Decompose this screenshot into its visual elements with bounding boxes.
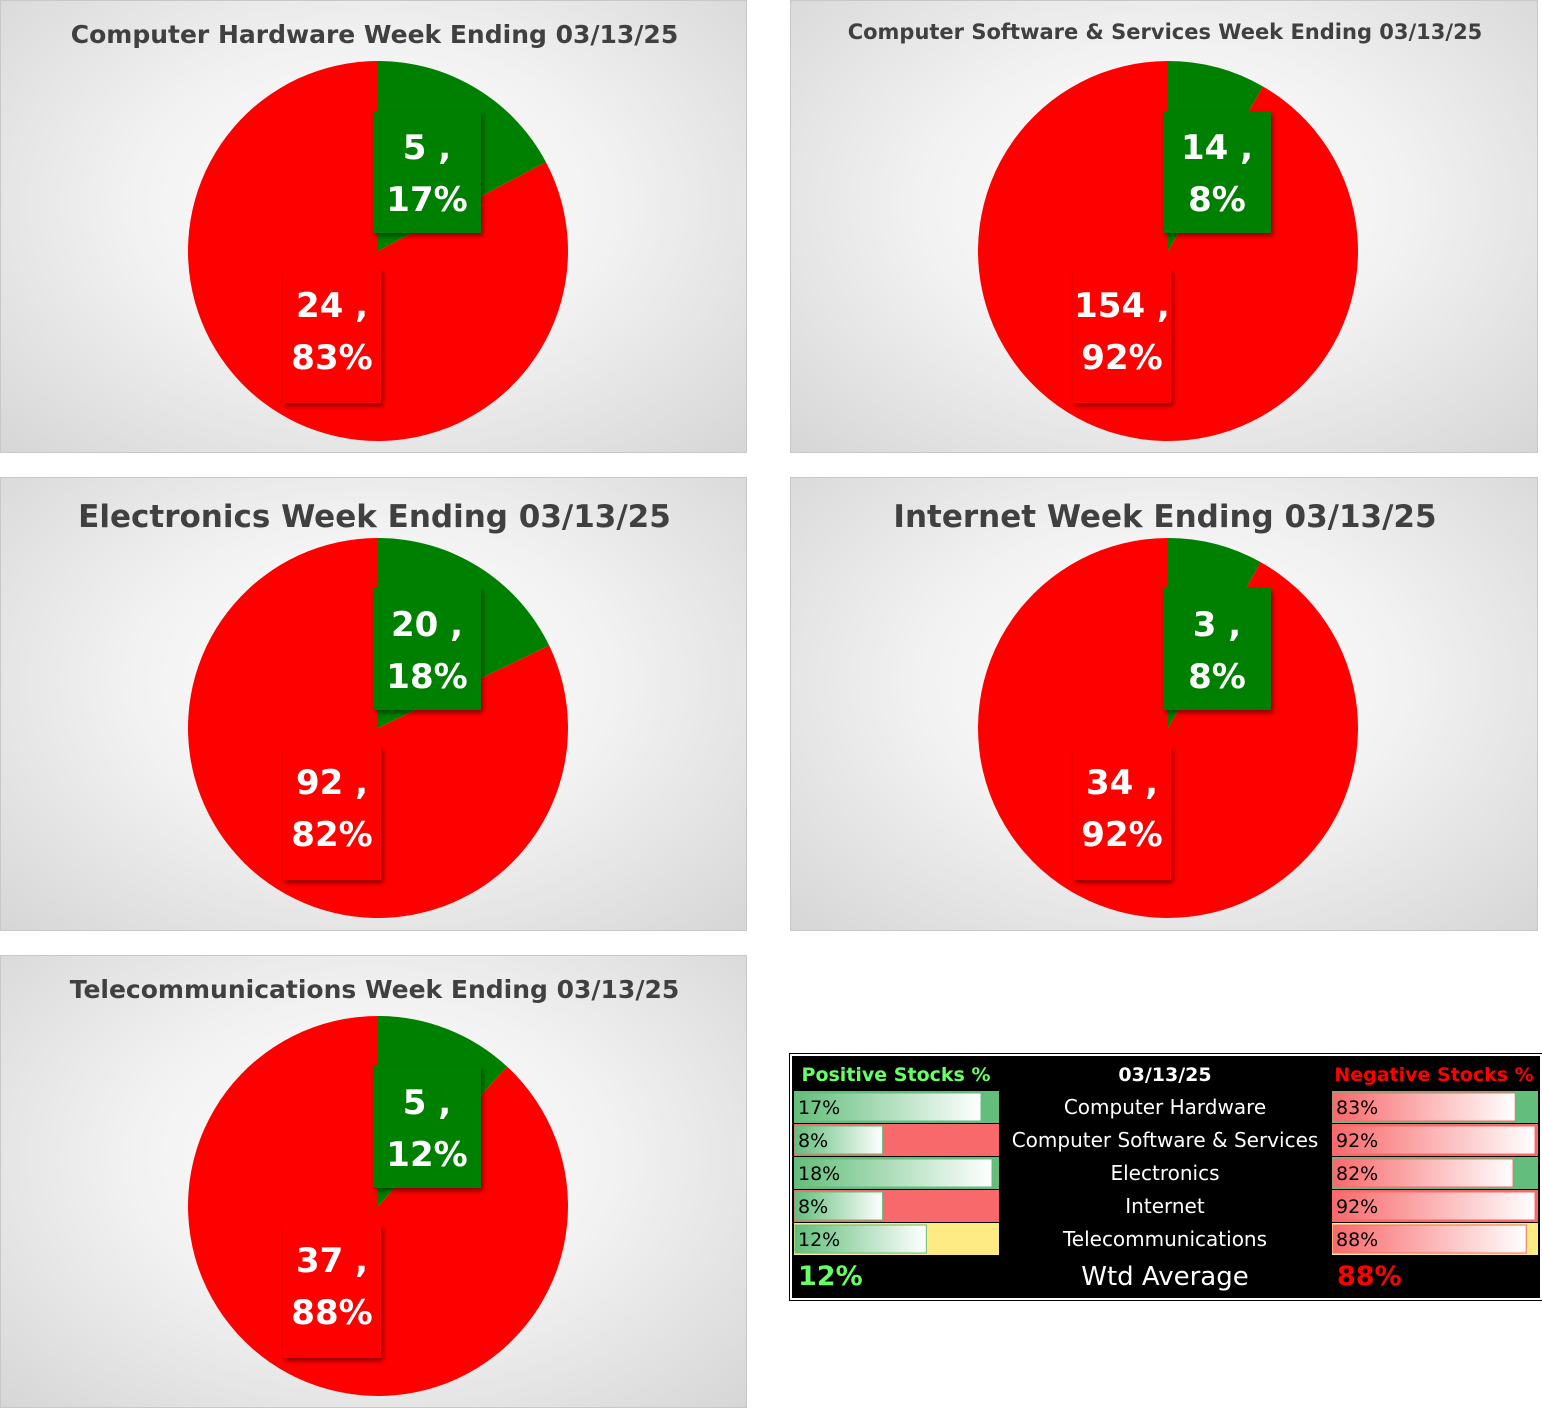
- header-date: 03/13/25: [1118, 1064, 1211, 1086]
- negative-bar: [1332, 1158, 1514, 1188]
- negative-value: 92%: [1336, 1130, 1378, 1152]
- negative-bar: [1332, 1191, 1536, 1221]
- pie-svg: Electronics Week Ending 03/13/25 20 , 18% 9…: [78, 499, 671, 918]
- data-label-box: [1163, 588, 1271, 710]
- data-label-value: 154 ,: [1074, 286, 1170, 326]
- positive-bar: [794, 1125, 884, 1155]
- data-label-percent: 92%: [1081, 338, 1162, 378]
- data-label-value: 14 ,: [1181, 128, 1253, 168]
- footer-label: Wtd Average: [1081, 1262, 1248, 1292]
- data-label-negative: 154 , 92%: [1073, 269, 1171, 403]
- sector-name: Computer Hardware: [1064, 1095, 1266, 1119]
- pie-svg: Internet Week Ending 03/13/253 ,8%34 ,92…: [893, 499, 1437, 918]
- sector-name: Telecommunications: [1062, 1227, 1267, 1251]
- data-label-box: [283, 1224, 381, 1358]
- negative-bar: [1332, 1092, 1516, 1122]
- pie-chart-telecommunications: Telecommunications Week Ending 03/13/25 5…: [0, 955, 747, 1408]
- sector-name: Computer Software & Services: [1012, 1128, 1319, 1152]
- data-label-value: 92 ,: [296, 763, 368, 803]
- chart-title: Electronics Week Ending 03/13/25: [78, 499, 671, 535]
- data-label-box: [373, 588, 481, 710]
- data-label-value: 37 ,: [296, 1241, 368, 1281]
- negative-bar: [1332, 1224, 1527, 1254]
- data-label-negative: 37 , 88%: [283, 1224, 381, 1358]
- chart-title: Internet Week Ending 03/13/25: [893, 499, 1436, 535]
- pie-chart-electronics: Electronics Week Ending 03/13/25 20 , 18% 9…: [0, 477, 747, 931]
- chart-title: Computer Software & Services Week Ending…: [848, 20, 1483, 44]
- pie-chart-computer-hardware: Computer Hardware Week Ending 03/13/25 5 …: [0, 0, 747, 453]
- data-label-percent: 18%: [386, 657, 467, 697]
- positive-value: 8%: [798, 1130, 828, 1152]
- positive-bar: [794, 1158, 993, 1188]
- data-label-value: 5 ,: [403, 1083, 451, 1123]
- header-positive: Positive Stocks %: [802, 1064, 991, 1086]
- positive-value: 17%: [798, 1097, 840, 1119]
- negative-bar: [1332, 1125, 1536, 1155]
- positive-value: 18%: [798, 1163, 840, 1185]
- data-label-box: [283, 269, 381, 403]
- data-label-positive: 14 , 8%: [1163, 111, 1271, 233]
- data-label-value: 24 ,: [296, 286, 368, 326]
- positive-bar: [794, 1224, 927, 1254]
- data-label-box: [1073, 746, 1171, 880]
- pie-chart-computer-software-services: Computer Software & Services Week Ending…: [790, 0, 1538, 453]
- data-label-positive: 5 ,12%: [373, 1066, 481, 1188]
- negative-value: 82%: [1336, 1163, 1378, 1185]
- chart-title: Computer Hardware Week Ending 03/13/25: [71, 20, 678, 49]
- negative-value: 83%: [1336, 1097, 1378, 1119]
- data-label-box: [1073, 269, 1171, 403]
- positive-value: 8%: [798, 1196, 828, 1218]
- positive-bar: [794, 1191, 884, 1221]
- summary-table: Positive Stocks % 03/13/25 Negative Stocks…: [789, 1053, 1542, 1301]
- pie-svg: Computer Hardware Week Ending 03/13/25 5 …: [71, 20, 678, 441]
- footer-positive: 12%: [798, 1261, 863, 1292]
- data-label-percent: 82%: [291, 815, 372, 855]
- data-label-percent: 83%: [291, 338, 372, 378]
- chart-title: Telecommunications Week Ending 03/13/25: [70, 975, 680, 1004]
- pie-chart-internet: Internet Week Ending 03/13/25 3 , 8% 34 , 92…: [790, 477, 1538, 931]
- summary-svg: Positive Stocks % 03/13/25 Negative Stocks…: [794, 1064, 1538, 1292]
- positive-bar: [794, 1092, 982, 1122]
- data-label-percent: 8%: [1188, 657, 1246, 697]
- data-label-value: 34 ,: [1086, 763, 1158, 803]
- sector-name: Internet: [1125, 1194, 1205, 1218]
- data-label-positive: 5 ,17%: [373, 111, 481, 233]
- positive-value: 12%: [798, 1229, 840, 1251]
- negative-value: 88%: [1336, 1229, 1378, 1251]
- data-label-positive: 20 , 18%: [373, 588, 481, 710]
- data-label-box: [1163, 111, 1271, 233]
- negative-value: 92%: [1336, 1196, 1378, 1218]
- data-label-negative: 34 , 92%: [1073, 746, 1171, 880]
- data-label-value: 3 ,: [1193, 605, 1241, 645]
- pie-svg: Telecommunications Week Ending 03/13/25 5…: [70, 975, 680, 1396]
- data-label-percent: 8%: [1188, 180, 1246, 220]
- pie-svg: Computer Software & Services Week Ending…: [848, 20, 1483, 441]
- data-label-negative: 24 , 83%: [283, 269, 381, 403]
- data-label-percent: 92%: [1081, 815, 1162, 855]
- sector-name: Electronics: [1110, 1161, 1219, 1185]
- data-label-positive: 3 ,8%: [1163, 588, 1271, 710]
- data-label-box: [283, 746, 381, 880]
- data-label-percent: 88%: [291, 1293, 372, 1333]
- header-negative: Negative Stocks %: [1334, 1064, 1533, 1086]
- data-label-value: 5 ,: [403, 128, 451, 168]
- data-label-percent: 17%: [386, 180, 467, 220]
- footer-negative: 88%: [1337, 1261, 1402, 1292]
- data-label-box: [373, 1066, 481, 1188]
- data-label-value: 20 ,: [391, 605, 463, 645]
- data-label-box: [373, 111, 481, 233]
- data-label-percent: 12%: [386, 1135, 467, 1175]
- data-label-negative: 92 , 82%: [283, 746, 381, 880]
